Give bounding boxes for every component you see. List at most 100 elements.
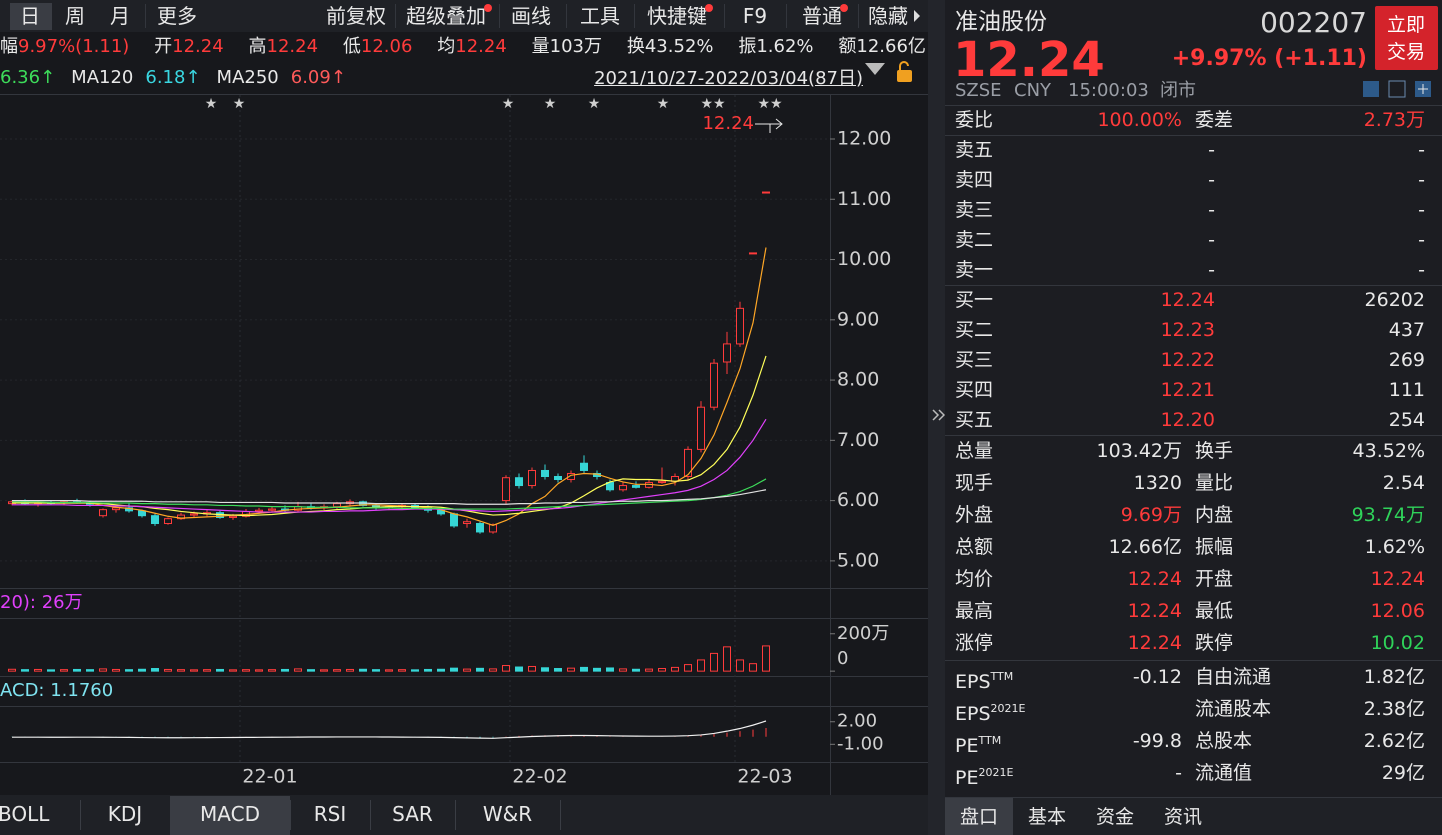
- volume-bar: [619, 668, 627, 672]
- volume-bar: [47, 669, 55, 672]
- volume-bar: [60, 669, 68, 672]
- stat-label: 跌停: [1195, 632, 1234, 654]
- period-tab[interactable]: 月: [110, 3, 130, 28]
- toolbar-button[interactable]: 画线: [511, 3, 551, 28]
- price-arrow: [775, 118, 783, 130]
- stat-value: 12.24: [1127, 568, 1182, 590]
- pane-label: 20): 26万: [0, 592, 83, 613]
- y-tick-label: 9.00: [837, 308, 879, 330]
- quote-item: 幅9.97%(1.11): [0, 34, 129, 60]
- ma-legend: 6.36↑ MA120 6.18↑ MA250 6.09↑: [0, 65, 346, 91]
- volume-bar: [476, 667, 484, 672]
- quote-label: 量: [531, 36, 550, 57]
- book-volume: 437: [1388, 319, 1425, 341]
- book-volume: -: [1418, 139, 1425, 161]
- quote-item: 量103万: [532, 34, 602, 60]
- fund-label-sup: TTM: [990, 670, 1014, 683]
- candle-body: [99, 509, 107, 517]
- toolbar-button[interactable]: 隐藏: [868, 3, 908, 28]
- fund-label: EPS2021E: [955, 702, 1026, 725]
- panel-tab-active: [945, 798, 1013, 835]
- toolbar-button[interactable]: F9: [742, 3, 768, 28]
- stat-label: 内盘: [1195, 504, 1234, 526]
- volume-bar: [125, 669, 133, 672]
- candle-body: [138, 510, 146, 517]
- toolbar-button[interactable]: 普通: [802, 3, 842, 28]
- event-marker: ★: [205, 96, 218, 112]
- period-tab[interactable]: 日: [20, 3, 40, 28]
- volume-bar: [320, 669, 328, 672]
- fund-label: PE2021E: [955, 766, 1014, 789]
- volume-bar: [346, 668, 354, 672]
- notice-dot: [840, 4, 848, 12]
- hide-arrow[interactable]: [914, 10, 920, 22]
- ma-legend-item: MA250: [216, 67, 279, 88]
- candle-body: [528, 469, 536, 487]
- edit-icon[interactable]: [1363, 81, 1379, 97]
- panel-tab[interactable]: 基本: [1027, 806, 1067, 828]
- panel-tab[interactable]: 资金: [1095, 806, 1135, 828]
- indicator-tab[interactable]: KDJ: [107, 801, 143, 826]
- quote-value: 43.52%: [644, 36, 714, 57]
- stat-value: 12.06: [1370, 600, 1425, 622]
- ma-legend-item: MA120: [71, 67, 134, 88]
- expand-icon[interactable]: [932, 409, 945, 421]
- book-label: 卖五: [955, 139, 994, 161]
- candle-body: [554, 476, 562, 481]
- volume-bar: [385, 669, 393, 672]
- period-tab[interactable]: 更多: [157, 3, 197, 28]
- candle-body: [749, 252, 757, 255]
- order-ratio: 100.00%: [1097, 109, 1182, 131]
- quote-item: 低12.06: [343, 34, 413, 60]
- y-tick-label: 12.00: [837, 127, 891, 149]
- y-tick-label: 2.00: [837, 711, 877, 732]
- fund-label: 流通股本: [1195, 698, 1272, 720]
- panel-tab[interactable]: 资讯: [1163, 806, 1203, 828]
- candle-body: [515, 477, 523, 487]
- book-label: 卖一: [955, 259, 994, 281]
- candle-body: [723, 343, 731, 363]
- panel-tab[interactable]: 盘口: [959, 806, 999, 828]
- book-volume: -: [1418, 229, 1425, 251]
- indicator-tab[interactable]: RSI: [313, 801, 347, 826]
- quote-item: 高12.24: [249, 34, 319, 60]
- book-price: 12.23: [1160, 319, 1215, 341]
- volume-bar: [515, 666, 523, 672]
- alert-icon[interactable]: [1388, 80, 1406, 98]
- ma-legend-item: 6.09↑: [290, 67, 346, 88]
- candle-body: [450, 513, 458, 527]
- toolbar-button[interactable]: 前复权: [326, 3, 386, 28]
- dropdown-icon[interactable]: [865, 63, 885, 75]
- candle-body: [697, 406, 705, 450]
- quote-bar: 幅9.97%(1.11) 开12.24 高12.24 低12.06 均12.24 量103…: [0, 34, 926, 60]
- toolbar-button[interactable]: 工具: [580, 3, 620, 28]
- quote-value: 1.62%: [756, 36, 814, 57]
- indicator-tab[interactable]: BOLL: [0, 801, 50, 826]
- volume-bar: [34, 668, 42, 672]
- stat-value: 103.42万: [1096, 440, 1182, 462]
- volume-bar: [73, 668, 81, 672]
- volume-bar: [489, 668, 497, 672]
- lock-icon[interactable]: [897, 70, 912, 82]
- quote-meta: CNY: [1014, 79, 1052, 101]
- trade-button[interactable]: [1375, 6, 1438, 70]
- volume-bar: [463, 668, 471, 672]
- toolbar-button[interactable]: 快捷键: [647, 3, 707, 28]
- toolbar-button[interactable]: 超级叠加: [406, 3, 486, 28]
- x-tick-label: 22-03: [737, 766, 792, 788]
- tab-separator: [560, 800, 561, 830]
- last-price: 12.24: [953, 32, 1105, 88]
- date-range[interactable]: 2021/10/27-2022/03/04(87日): [594, 67, 863, 89]
- indicator-tab[interactable]: SAR: [392, 801, 433, 826]
- event-marker: ★★: [757, 96, 782, 112]
- volume-bar: [697, 659, 705, 672]
- trade-button-text: 立即: [1386, 14, 1426, 36]
- period-tab[interactable]: 周: [65, 3, 85, 28]
- fund-label-sup: 2021E: [990, 702, 1026, 715]
- indicator-tab[interactable]: W&R: [482, 801, 533, 826]
- candle-body: [255, 509, 263, 512]
- volume-bar: [21, 669, 29, 672]
- quote-label: 额: [838, 36, 857, 57]
- indicator-tab[interactable]: MACD: [200, 801, 260, 826]
- fund-value: 1.82亿: [1363, 666, 1425, 688]
